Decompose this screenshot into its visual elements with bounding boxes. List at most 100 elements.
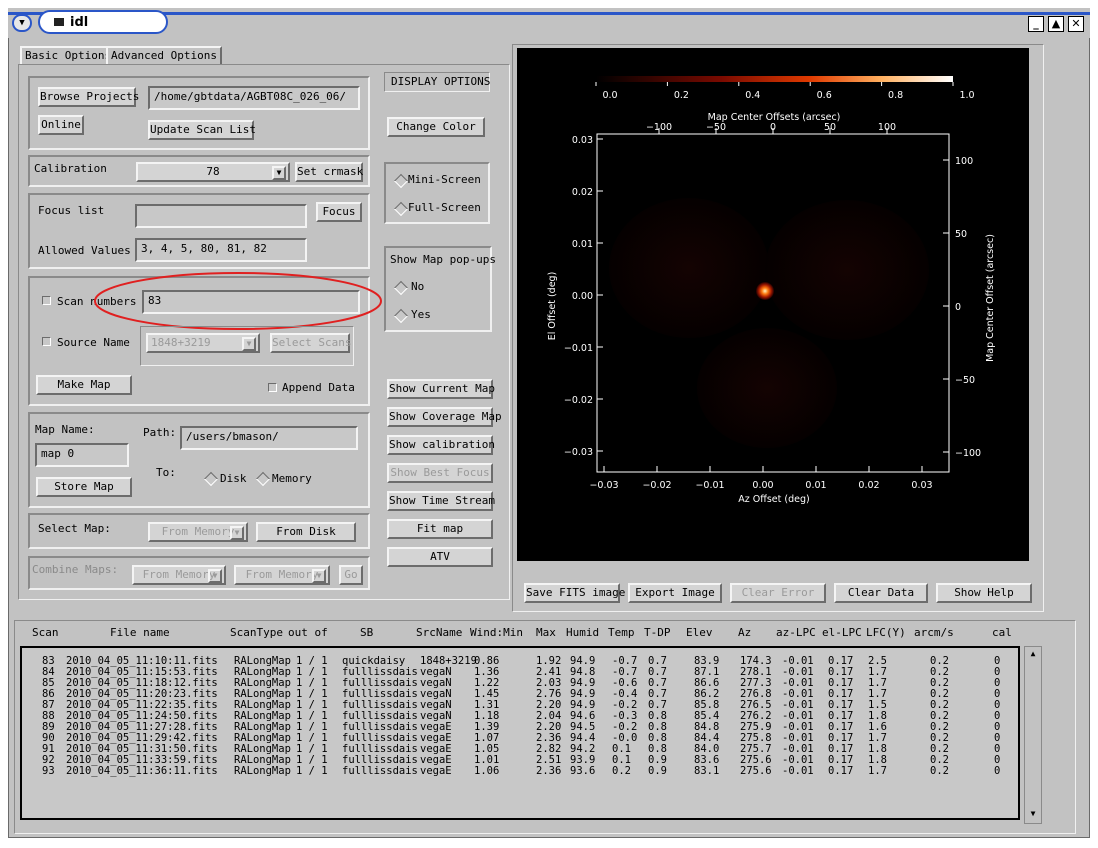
store-map-button[interactable]: Store Map (36, 477, 132, 497)
display-options-title: DISPLAY OPTIONS (391, 75, 491, 88)
calibration-dropdown[interactable]: 78 ▼ (136, 162, 290, 182)
window-title-pill[interactable]: idl (38, 10, 168, 34)
table-row[interactable]: 88 2010_04_05_11:24:50.fits RALongMap 1 / 1… (22, 711, 1012, 722)
display-options-header: DISPLAY OPTIONS (384, 72, 490, 92)
table-cell: 1.18 (474, 710, 500, 722)
update-scan-list-button[interactable]: Update Scan List (148, 120, 256, 140)
browse-projects-button[interactable]: Browse Projects (38, 87, 139, 107)
tab-advanced-options[interactable]: Advanced Options (106, 46, 222, 64)
table-row[interactable]: 89 2010_04_05_11:27:28.fits RALongMap 1 / 1… (22, 722, 1012, 733)
clear-error-button[interactable]: Clear Error (730, 583, 826, 603)
clear-data-button[interactable]: Clear Data (834, 583, 928, 603)
combine-from-memory-dropdown-2[interactable]: From Memory ▼ (234, 565, 330, 585)
table-row[interactable]: 83 2010_04_05_11:10:11.fits RALongMap 1 / 1… (22, 656, 1012, 667)
from-disk-button[interactable]: From Disk (256, 522, 356, 542)
select-scans-button[interactable]: Select Scans (270, 333, 351, 353)
table-row[interactable]: 91 2010_04_05_11:31:50.fits RALongMap 1 / 1… (22, 744, 1012, 755)
change-color-button[interactable]: Change Color (387, 117, 485, 137)
select-from-memory-dropdown[interactable]: From Memory ▼ (148, 522, 248, 542)
append-data-checkbox[interactable] (268, 383, 277, 392)
table-row[interactable]: 92 2010_04_05_11:33:59.fits RALongMap 1 / 1… (22, 755, 1012, 766)
project-path-field[interactable]: /home/gbtdata/AGBT08C_026_06/ (148, 86, 360, 110)
map-popups-title: Show Map pop-ups (390, 253, 496, 266)
chevron-down-icon[interactable]: ▼ (12, 14, 32, 32)
scan-table[interactable]: 83 2010_04_05_11:10:11.fits RALongMap 1 / 1… (20, 646, 1020, 820)
allowed-values-field[interactable]: 3, 4, 5, 80, 81, 82 (135, 238, 307, 262)
table-cell: 1 / 1 (296, 710, 328, 722)
table-cell: 275.6 (740, 754, 772, 766)
column-header: Temp (608, 626, 635, 639)
table-row[interactable]: 87 2010_04_05_11:22:35.fits RALongMap 1 / 1… (22, 700, 1012, 711)
table-cell: 0.17 (828, 666, 854, 678)
table-cell: 0.7 (648, 699, 667, 711)
table-row[interactable]: 90 2010_04_05_11:29:42.fits RALongMap 1 / 1… (22, 733, 1012, 744)
combine-from-memory-dropdown-1[interactable]: From Memory ▼ (132, 565, 226, 585)
focus-button[interactable]: Focus (316, 202, 362, 222)
tab-basic-options[interactable]: Basic Options (20, 46, 117, 64)
coverage-lobe-bottom (697, 328, 837, 448)
table-cell: 0.17 (828, 677, 854, 689)
table-cell: -0.01 (782, 743, 814, 755)
table-cell: 2010_04_05_11:24:50.fits (66, 710, 218, 722)
right-axis-label: Map Center Offset (arcsec) (985, 234, 996, 362)
full-screen-label: Full-Screen (408, 201, 481, 214)
minimize-icon[interactable]: _ (1028, 16, 1044, 32)
table-cell: 94.8 (570, 666, 596, 678)
dropdown-arrow-icon: ▼ (312, 569, 326, 583)
make-map-button[interactable]: Make Map (36, 375, 132, 395)
table-cell: -0.01 (782, 754, 814, 766)
table-cell: 84.8 (694, 721, 720, 733)
set-crmask-button[interactable]: Set crmask (295, 162, 363, 182)
column-header: cal (992, 626, 1012, 639)
scroll-down-icon[interactable]: ▼ (1030, 809, 1036, 818)
right-axis-tick-label: 0 (955, 302, 961, 313)
show-current-map-button[interactable]: Show Current Map (387, 379, 495, 399)
table-cell: 0 (994, 743, 1001, 755)
table-cell: 2010_04_05_11:10:11.fits (66, 655, 218, 667)
export-image-button[interactable]: Export Image (628, 583, 722, 603)
table-cell: 275.7 (740, 743, 772, 755)
table-row[interactable]: 86 2010_04_05_11:20:23.fits RALongMap 1 / 1… (22, 689, 1012, 700)
table-cell: 2010_04_05_11:18:12.fits (66, 677, 218, 689)
go-button[interactable]: Go (339, 565, 363, 585)
table-cell: 86.6 (694, 677, 720, 689)
online-button[interactable]: Online (38, 115, 84, 135)
focus-list-label: Focus list (38, 204, 105, 217)
show-time-stream-button[interactable]: Show Time Stream (387, 491, 495, 511)
save-fits-image-button[interactable]: Save FITS image (524, 583, 625, 603)
right-axis-tick-label: 50 (955, 229, 967, 240)
scan-numbers-checkbox[interactable] (42, 296, 51, 305)
close-icon[interactable]: ✕ (1068, 16, 1084, 32)
select-from-memory-value: From Memory (161, 525, 235, 538)
source-name-dropdown[interactable]: 1848+3219 ▼ (146, 333, 260, 353)
scroll-up-icon[interactable]: ▲ (1030, 649, 1036, 658)
atv-button[interactable]: ATV (387, 547, 493, 567)
table-scrollbar[interactable]: ▲ ▼ (1024, 646, 1042, 824)
table-cell: 0.2 (930, 743, 949, 755)
column-header: File name (110, 626, 170, 639)
show-coverage-map-button[interactable]: Show Coverage Map (387, 407, 502, 427)
fit-map-button[interactable]: Fit map (387, 519, 493, 539)
table-cell: -0.01 (782, 666, 814, 678)
table-cell: 1 / 1 (296, 743, 328, 755)
source-name-checkbox[interactable] (42, 337, 51, 346)
table-cell: 0.2 (930, 754, 949, 766)
maximize-icon[interactable]: ▲ (1048, 16, 1064, 32)
map-path-field[interactable]: /users/bmason/ (180, 426, 358, 450)
table-cell: 2.20 (536, 721, 562, 733)
table-cell: 1.36 (474, 666, 500, 678)
table-cell: vegaN (420, 688, 452, 700)
column-header: arcm/s (914, 626, 954, 639)
show-help-button[interactable]: Show Help (936, 583, 1032, 603)
focus-list-field[interactable] (135, 204, 307, 228)
map-name-field[interactable]: map 0 (35, 443, 129, 467)
table-cell: 2.82 (536, 743, 562, 755)
table-row[interactable]: 93 2010_04_05_11:36:11.fits RALongMap 1 / 1… (22, 766, 1012, 777)
table-row[interactable]: 84 2010_04_05_11:15:53.fits RALongMap 1 / 1… (22, 667, 1012, 678)
show-calibration-button[interactable]: Show calibration (387, 435, 495, 455)
scan-numbers-field[interactable]: 83 (142, 290, 360, 314)
table-cell: 1.31 (474, 699, 500, 711)
table-row[interactable]: 85 2010_04_05_11:18:12.fits RALongMap 1 / 1… (22, 678, 1012, 689)
show-best-focus-button[interactable]: Show Best Focus (387, 463, 493, 483)
map-plot[interactable]: 0.0 0.2 0.4 0.6 0.8 1.0 Map Center Offsets (a… (517, 48, 1029, 561)
